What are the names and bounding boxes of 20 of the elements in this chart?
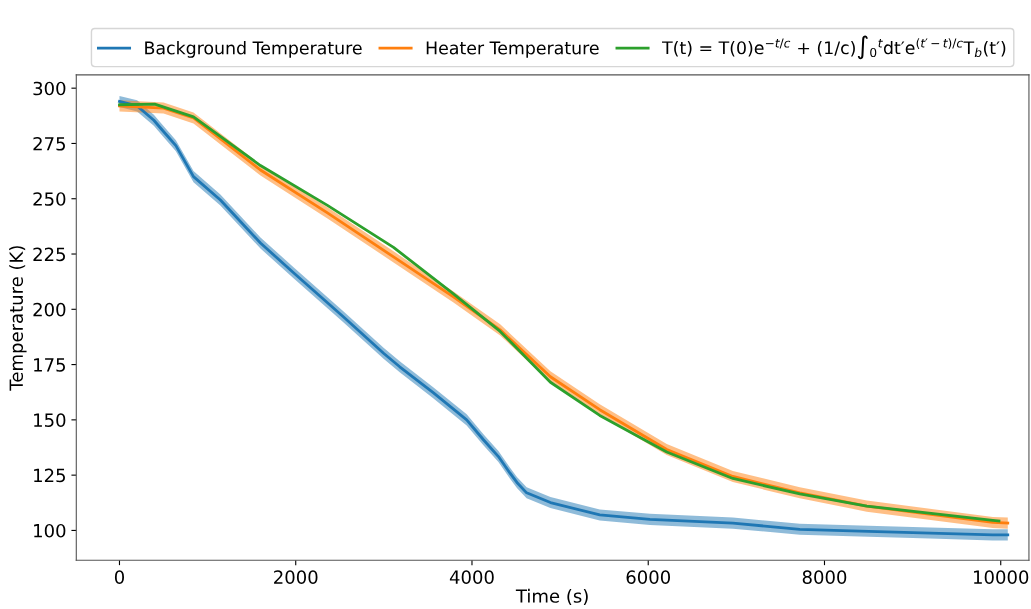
x-axis-title: Time (s) <box>515 588 588 605</box>
y-tick-label: 175 <box>34 358 65 372</box>
x-tick-label: 6000 <box>626 570 671 584</box>
x-tick-label: 4000 <box>449 570 494 584</box>
y-tick-label: 250 <box>33 192 66 206</box>
y-tick-label: 275 <box>33 136 65 151</box>
y-tick-label: 300 <box>33 81 66 96</box>
legend-label: Heater Temperature <box>426 41 599 58</box>
legend-label: Background Temperature <box>145 41 362 58</box>
y-tick-label: 100 <box>34 523 66 538</box>
y-axis-title: Temperature (K) <box>9 246 27 391</box>
y-tick-label: 150 <box>34 413 66 427</box>
y-tick-label: 225 <box>33 247 65 262</box>
y-tick-label: 125 <box>34 468 65 483</box>
x-tick-label: 2000 <box>274 570 318 584</box>
text: T(t) = T(0)e$^{−t/c}$ + (1/c)∫$_{0}$$^{t}$dt′e$^{(t′−t)/c}$T$_{b}$(t′) <box>662 35 1006 60</box>
y-tick-label: 200 <box>33 302 66 317</box>
x-tick-label: 8000 <box>802 570 847 584</box>
x-tick-label: 0 <box>114 570 125 584</box>
x-tick-label: 10000 <box>974 570 1029 584</box>
